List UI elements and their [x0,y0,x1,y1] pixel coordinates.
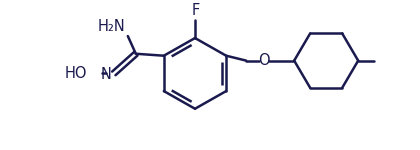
Text: HO: HO [64,66,87,81]
Text: N: N [101,67,112,82]
Text: F: F [192,3,200,18]
Text: H₂N: H₂N [98,19,126,34]
Text: O: O [258,53,270,68]
